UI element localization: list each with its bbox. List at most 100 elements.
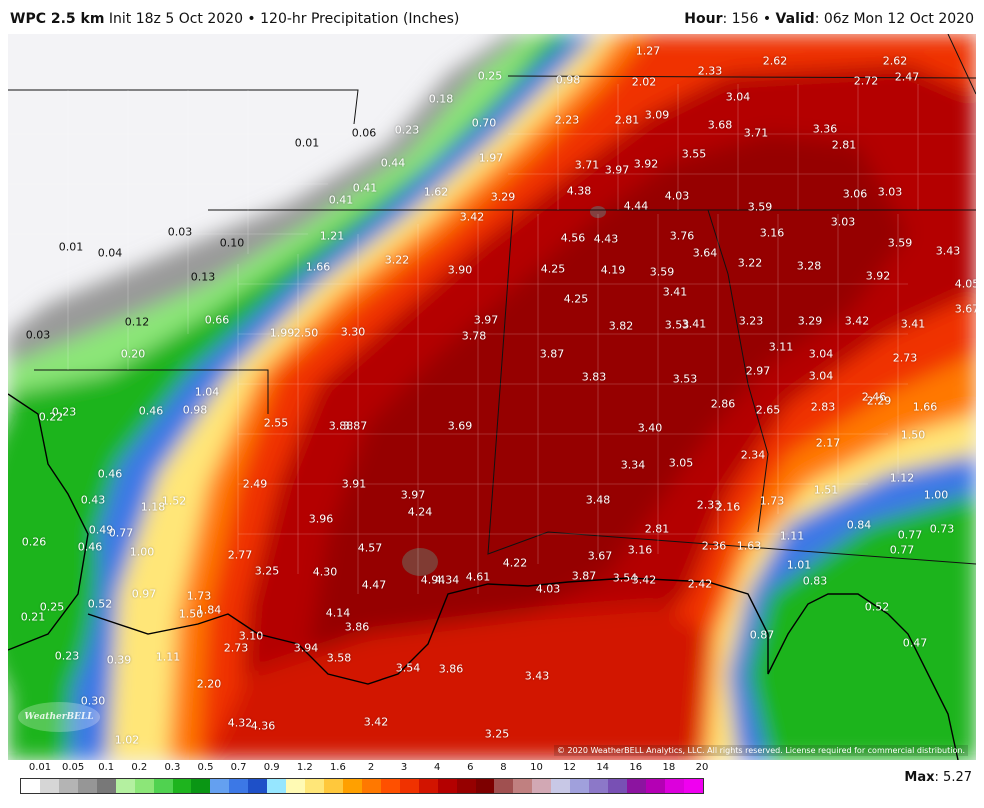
precip-label: 2.33 — [696, 498, 722, 512]
precip-label: 4.57 — [357, 541, 383, 555]
legend-swatch — [342, 779, 362, 793]
legend-swatch — [77, 779, 97, 793]
precip-label: 0.41 — [328, 193, 354, 207]
precipitation-map[interactable]: 1.27 0.25 0.98 2.02 2.33 2.62 2.62 2.72 2.47 0.18… — [8, 34, 976, 760]
legend-tick: 12 — [563, 762, 576, 773]
weatherbell-logo: WeatherBELL — [18, 702, 100, 732]
precip-label: 0.06 — [351, 126, 377, 140]
precip-label: 0.83 — [802, 574, 828, 588]
precip-label: 0.04 — [97, 246, 123, 260]
precip-label: 0.77 — [889, 543, 915, 557]
precip-label: 3.76 — [669, 229, 695, 243]
precip-label: 4.25 — [540, 262, 566, 276]
precip-label: 2.23 — [554, 113, 580, 127]
precip-label: 2.33 — [697, 64, 723, 78]
precip-label: 3.42 — [631, 573, 657, 587]
precip-label: 2.29 — [866, 394, 892, 408]
precip-label: 1.01 — [786, 558, 812, 572]
legend-swatch — [645, 779, 665, 793]
precip-label: 0.47 — [902, 636, 928, 650]
legend-swatch — [172, 779, 192, 793]
precip-label: 0.66 — [204, 313, 230, 327]
precip-label: 2.02 — [631, 75, 657, 89]
precip-label: 3.03 — [877, 185, 903, 199]
precip-label: 3.97 — [473, 313, 499, 327]
precip-label: 3.41 — [681, 317, 707, 331]
legend-swatch — [494, 779, 514, 793]
precip-label: 4.30 — [312, 565, 338, 579]
legend-tick: 0.1 — [98, 762, 115, 773]
precip-label: 2.81 — [644, 522, 670, 536]
legend-tick: 0.7 — [230, 762, 247, 773]
precip-label: 4.38 — [566, 184, 592, 198]
legend-ticks: 0.01 0.05 0.1 0.2 0.3 0.5 0.7 0.9 1.2 1.6 2 3 4 6 8 10 1… — [20, 762, 709, 776]
map-title: WPC 2.5 km Init 18z 5 Oct 2020 • 120-hr … — [10, 11, 459, 27]
precip-label: 0.21 — [20, 610, 46, 624]
precip-label: 4.03 — [535, 582, 561, 596]
legend-swatch — [456, 779, 476, 793]
precip-label: 3.43 — [524, 669, 550, 683]
precip-label: 4.56 — [560, 231, 586, 245]
precip-label: 0.23 — [51, 405, 77, 419]
precip-label: 2.20 — [196, 677, 222, 691]
legend-tick: 6 — [467, 762, 474, 773]
legend-swatch — [361, 779, 381, 793]
legend-swatch — [96, 779, 116, 793]
precip-label: 3.88 — [328, 419, 354, 433]
legend-colorbar — [20, 778, 704, 794]
precip-label: 0.03 — [25, 328, 51, 342]
precip-label: 0.13 — [190, 270, 216, 284]
precip-label: 3.09 — [644, 108, 670, 122]
precip-label: 2.97 — [745, 364, 771, 378]
hour-label: Hour — [684, 11, 723, 27]
legend-swatch — [664, 779, 684, 793]
precip-label: 0.77 — [897, 528, 923, 542]
legend-swatch — [21, 779, 40, 793]
legend-swatch — [399, 779, 419, 793]
precip-label: 1.51 — [813, 483, 839, 497]
precip-label: 3.42 — [844, 314, 870, 328]
precip-label: 1.27 — [635, 44, 661, 58]
precip-label: 3.78 — [461, 329, 487, 343]
precip-label: 3.86 — [344, 620, 370, 634]
legend-tick: 8 — [500, 762, 507, 773]
precip-label: 3.94 — [293, 641, 319, 655]
precip-label: 3.87 — [571, 569, 597, 583]
precip-label: 3.68 — [707, 118, 733, 132]
precip-label: 0.49 — [88, 523, 114, 537]
precip-label: 2.83 — [810, 400, 836, 414]
precip-label: 3.43 — [935, 244, 961, 258]
precip-label: 4.43 — [593, 232, 619, 246]
precip-label: 1.97 — [478, 151, 504, 165]
valid-value: : 06z Mon 12 Oct 2020 — [814, 11, 974, 27]
legend-swatch — [570, 779, 590, 793]
precip-label: 1.66 — [912, 400, 938, 414]
precip-label: 3.64 — [692, 246, 718, 260]
precip-label: 1.50 — [178, 607, 204, 621]
precip-label: 2.36 — [701, 539, 727, 553]
precip-label: 0.52 — [87, 597, 113, 611]
legend-swatch — [286, 779, 306, 793]
precip-label: 3.91 — [341, 477, 367, 491]
legend-swatch — [627, 779, 646, 793]
precip-label: 0.10 — [219, 236, 245, 250]
precip-label: 3.71 — [743, 126, 769, 140]
precip-label: 3.11 — [768, 340, 794, 354]
precip-label: 1.02 — [114, 733, 140, 747]
precip-label: 3.92 — [865, 269, 891, 283]
precip-label: 1.66 — [305, 260, 331, 274]
valid-time: Hour: 156 • Valid: 06z Mon 12 Oct 2020 — [684, 11, 974, 27]
precip-label: 2.49 — [242, 477, 268, 491]
legend-swatch — [589, 779, 609, 793]
precip-label: 0.97 — [131, 587, 157, 601]
legend-swatch — [380, 779, 400, 793]
precip-label: 0.41 — [352, 181, 378, 195]
precip-legend: 0.01 0.05 0.1 0.2 0.3 0.5 0.7 0.9 1.2 1.6 2 3 4 6 8 10 1… — [20, 762, 710, 802]
precip-label: 2.81 — [831, 138, 857, 152]
precip-label: 0.46 — [77, 540, 103, 554]
legend-tick: 0.3 — [164, 762, 181, 773]
precip-label: 4.94 — [420, 573, 446, 587]
precip-label: 1.04 — [194, 385, 220, 399]
legend-swatch — [115, 779, 135, 793]
precip-label: 3.04 — [808, 369, 834, 383]
